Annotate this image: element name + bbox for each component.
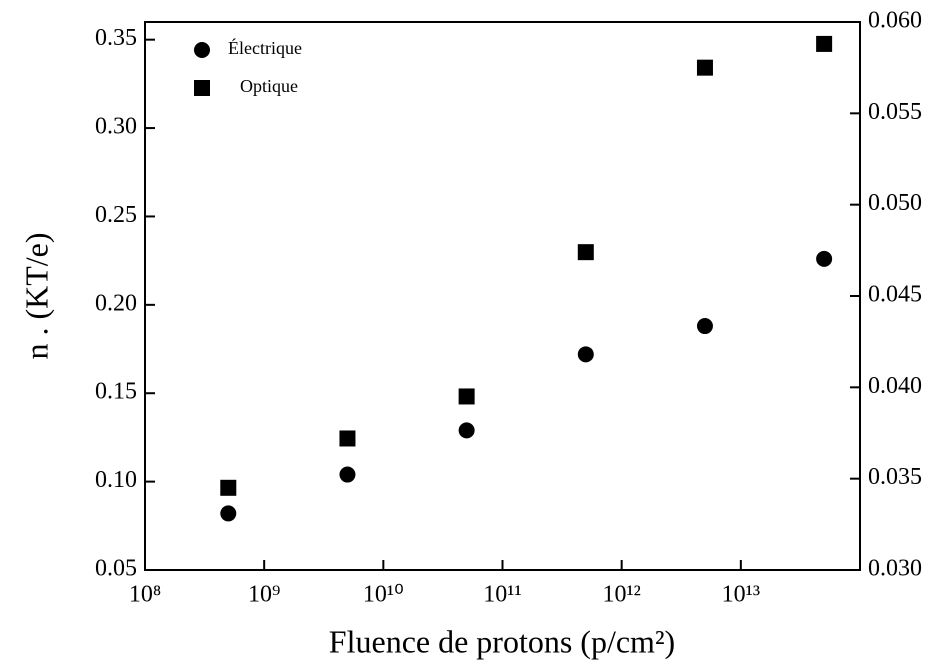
x-tick-label: 10¹² bbox=[602, 582, 640, 608]
x-tick-label: 10¹³ bbox=[722, 582, 760, 608]
y2-tick-label: 0.050 bbox=[868, 190, 922, 216]
circle-marker bbox=[696, 318, 713, 335]
circle-marker bbox=[816, 250, 833, 267]
square-marker bbox=[458, 388, 475, 405]
y-tick-label: 0.20 bbox=[95, 290, 137, 316]
y2-tick-label: 0.035 bbox=[868, 464, 922, 490]
circle-marker bbox=[339, 466, 356, 483]
circle-marker bbox=[577, 346, 594, 363]
square-marker bbox=[220, 479, 237, 496]
square-marker bbox=[339, 430, 356, 447]
y-tick-label: 0.35 bbox=[95, 25, 137, 51]
circle-marker bbox=[458, 422, 475, 439]
y-axis-label: n . (KT/e) bbox=[18, 232, 54, 359]
x-tick-label: 10¹¹ bbox=[483, 582, 521, 608]
y-tick-label: 0.30 bbox=[95, 114, 137, 140]
circle-marker bbox=[220, 505, 237, 522]
y-tick-label: 0.15 bbox=[95, 379, 137, 405]
square-marker bbox=[696, 59, 713, 76]
legend-label: Électrique bbox=[228, 37, 302, 58]
legend-label: Optique bbox=[240, 76, 298, 96]
x-tick-label: 10⁸ bbox=[129, 582, 161, 608]
plot-frame bbox=[144, 21, 861, 571]
y2-tick-label: 0.060 bbox=[868, 8, 922, 34]
y2-tick-label: 0.030 bbox=[868, 556, 922, 582]
y2-tick-label: 0.045 bbox=[868, 282, 922, 308]
square-marker bbox=[577, 244, 594, 261]
y2-tick-label: 0.055 bbox=[868, 99, 922, 125]
square-marker bbox=[816, 35, 833, 52]
y2-tick-label: 0.040 bbox=[868, 373, 922, 399]
legend-marker bbox=[194, 80, 210, 96]
x-tick-label: 10¹⁰ bbox=[363, 582, 404, 608]
y-tick-label: 0.25 bbox=[95, 202, 137, 228]
x-axis-label: Fluence de protons (p/cm²) bbox=[329, 623, 675, 659]
y-tick-label: 0.10 bbox=[95, 467, 137, 493]
y-tick-label: 0.05 bbox=[95, 556, 137, 582]
x-tick-label: 10⁹ bbox=[248, 582, 280, 608]
legend-marker bbox=[194, 42, 210, 58]
